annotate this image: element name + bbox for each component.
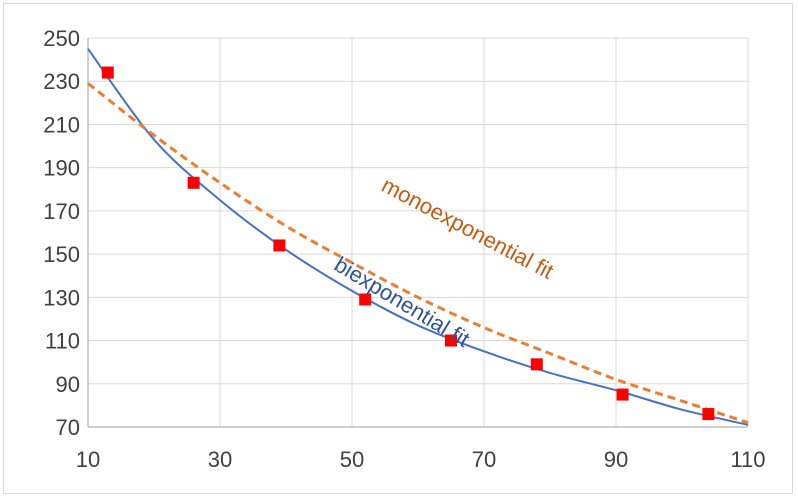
- chart-frame: [3, 3, 793, 494]
- monoexponential-fit-line: [87, 82, 749, 425]
- y-tick-label: 250: [43, 26, 80, 51]
- biexponential-fit-line: [87, 48, 749, 426]
- data-point: [187, 176, 200, 189]
- data-points: [101, 66, 715, 421]
- y-tick-label: 190: [43, 156, 80, 181]
- x-tick-label: 10: [76, 447, 100, 472]
- x-tick-label: 110: [730, 447, 765, 472]
- y-tick-label: 130: [43, 285, 80, 310]
- y-tick-label: 150: [43, 242, 80, 267]
- data-point: [101, 66, 114, 79]
- y-tick-label: 110: [45, 329, 80, 354]
- x-tick-label: 50: [340, 447, 364, 472]
- x-tick-label: 70: [472, 447, 496, 472]
- y-tick-label: 210: [43, 112, 80, 137]
- data-point: [530, 358, 543, 371]
- data-point: [273, 239, 286, 252]
- annotation-label: monoexponential fit: [378, 172, 558, 284]
- y-tick-label: 230: [43, 69, 80, 94]
- y-tick-label: 90: [56, 372, 80, 397]
- fit-curves: [87, 48, 749, 426]
- grid: [88, 37, 749, 427]
- x-tick-label: 30: [208, 447, 232, 472]
- y-tick-label: 70: [56, 415, 80, 440]
- y-tick-label: 170: [43, 199, 80, 224]
- x-tick-label: 90: [604, 447, 628, 472]
- data-point: [359, 293, 372, 306]
- data-point: [445, 334, 457, 347]
- data-point: [616, 388, 629, 401]
- axes: 70 90 110 130 150 170 190 210 230 250 10 30 50 70 90 11…: [43, 26, 765, 472]
- data-point: [702, 408, 715, 421]
